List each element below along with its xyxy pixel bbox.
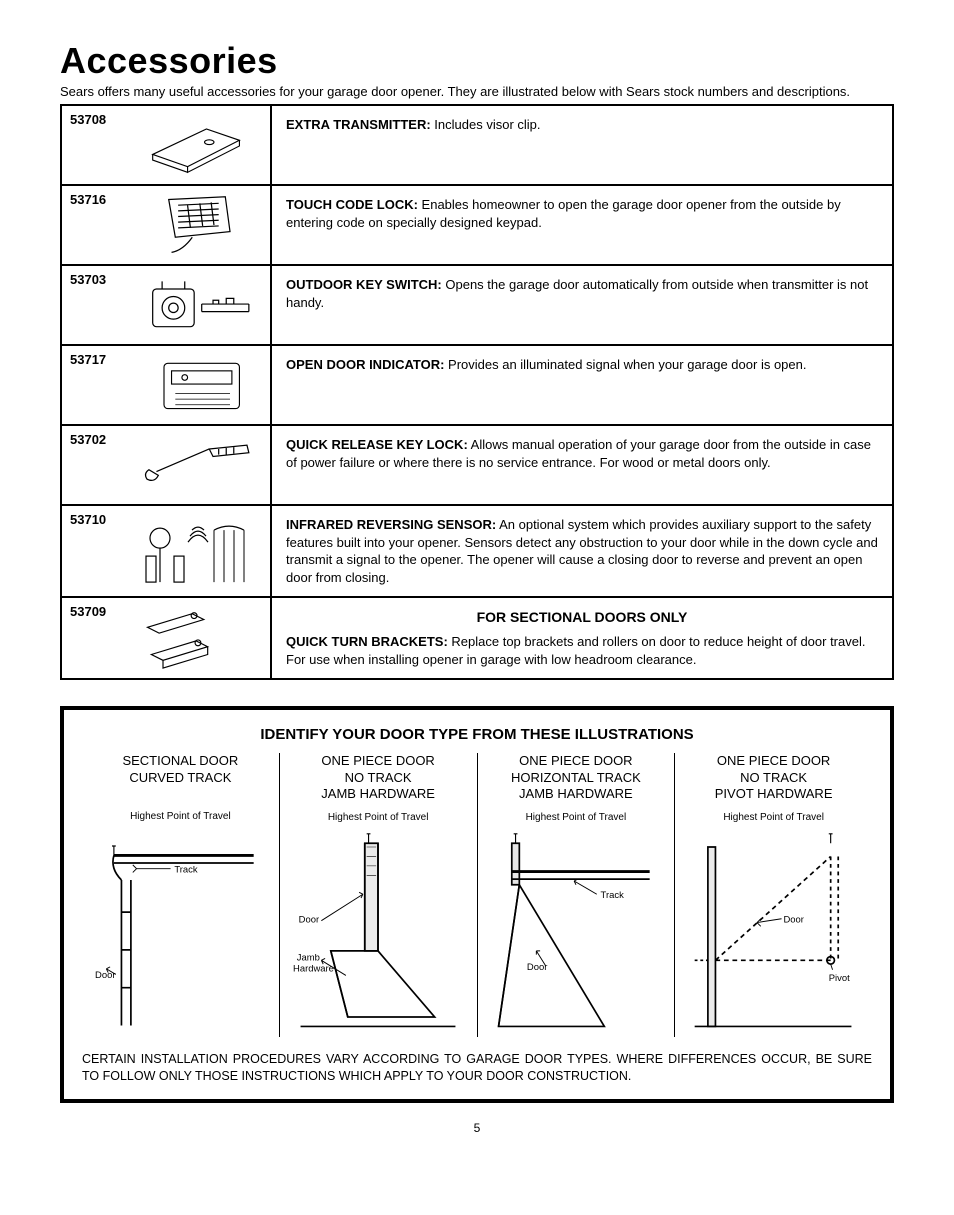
desc-cell: QUICK RELEASE KEY LOCK: Allows manual op… [272,426,892,504]
desc-bold: OPEN DOOR INDICATOR: [286,357,444,372]
desc-cell: EXTRA TRANSMITTER: Includes visor clip. [272,106,892,184]
highest-point-label: Highest Point of Travel [328,812,429,823]
stock-cell: 53709 [62,598,272,678]
desc-cell: TOUCH CODE LOCK: Enables homeowner to op… [272,186,892,264]
desc-text: Includes visor clip. [431,117,541,132]
accessories-table: 53708 EXTRA TRANSMITTER: Includes visor … [60,104,894,680]
door-col-line: JAMB HARDWARE [321,786,435,801]
table-row: 53709 FOR SECTIONAL DOORS ONLY QUICK TUR… [62,596,892,678]
highest-point-label: Highest Point of Travel [526,812,627,823]
table-row: 53702 QUICK RELEASE KEY LOCK: Allows man… [62,424,892,504]
door-col-onepiece-pivot: ONE PIECE DOOR NO TRACK PIVOT HARDWARE H… [675,753,872,1037]
table-row: 53710 INFRARED REVERSING SENSOR: An opt [62,504,892,596]
door-label: Door [783,915,803,926]
stock-cell: 53717 [62,346,272,424]
door-col-line: ONE PIECE DOOR [519,753,632,768]
highest-point-label: Highest Point of Travel [723,812,824,823]
door-type-panel: IDENTIFY YOUR DOOR TYPE FROM THESE ILLUS… [60,706,894,1103]
highest-point-label: Highest Point of Travel [130,811,231,822]
door-col-line: NO TRACK [345,770,412,785]
release-lock-icon [132,432,262,498]
page-number: 5 [60,1121,894,1135]
table-row: 53703 OUTDOOR KEY SWITCH: Opens the gara… [62,264,892,344]
desc-bold: INFRARED REVERSING SENSOR: [286,517,496,532]
onepiece-jamb-diagram-icon: Door Jamb Hardware [293,827,463,1037]
door-note: CERTAIN INSTALLATION PROCEDURES VARY ACC… [82,1051,872,1085]
pivot-label: Pivot [828,973,849,984]
stock-cell: 53716 [62,186,272,264]
keypad-icon [132,192,262,258]
door-col-title: ONE PIECE DOOR HORIZONTAL TRACK JAMB HAR… [511,753,641,802]
table-row: 53708 EXTRA TRANSMITTER: Includes visor … [62,106,892,184]
desc-bold: OUTDOOR KEY SWITCH: [286,277,442,292]
desc-bold: QUICK RELEASE KEY LOCK: [286,437,468,452]
sectional-diagram-icon: Track Door [95,826,265,1036]
hardware-label: Hardware [293,964,334,975]
desc-bold: QUICK TURN BRACKETS: [286,634,448,649]
desc-cell: INFRARED REVERSING SENSOR: An optional s… [272,506,892,596]
door-col-onepiece-jamb: ONE PIECE DOOR NO TRACK JAMB HARDWARE Hi… [280,753,478,1037]
stock-cell: 53708 [62,106,272,184]
stock-cell: 53710 [62,506,272,596]
door-col-line: JAMB HARDWARE [519,786,633,801]
door-col-title: ONE PIECE DOOR NO TRACK PIVOT HARDWARE [715,753,833,802]
desc-cell: FOR SECTIONAL DOORS ONLY QUICK TURN BRAC… [272,598,892,678]
door-col-line: NO TRACK [740,770,807,785]
door-panel-title: IDENTIFY YOUR DOOR TYPE FROM THESE ILLUS… [82,726,872,743]
brackets-icon [132,604,262,672]
door-col-line: ONE PIECE DOOR [717,753,830,768]
jamb-label: Jamb [297,953,320,964]
door-col-title: SECTIONAL DOOR CURVED TRACK [122,753,238,801]
onepiece-pivot-diagram-icon: Door Pivot [689,827,859,1037]
door-grid: SECTIONAL DOOR CURVED TRACK Highest Poin… [82,753,872,1037]
door-col-line: SECTIONAL DOOR [122,753,238,768]
desc-bold: EXTRA TRANSMITTER: [286,117,431,132]
section-header: FOR SECTIONAL DOORS ONLY [286,608,878,627]
intro-text: Sears offers many useful accessories for… [60,84,894,100]
track-label: Track [175,865,199,876]
stock-cell: 53703 [62,266,272,344]
door-col-line: PIVOT HARDWARE [715,786,833,801]
door-col-title: ONE PIECE DOOR NO TRACK JAMB HARDWARE [321,753,435,802]
table-row: 53716 TOUCH CODE LOCK: Enables homeowner… [62,184,892,264]
transmitter-icon [132,112,262,178]
door-col-line: HORIZONTAL TRACK [511,770,641,785]
page-title: Accessories [60,40,894,82]
stock-cell: 53702 [62,426,272,504]
desc-text: Provides an illuminated signal when your… [444,357,806,372]
table-row: 53717 OPEN DOOR INDICATOR: Provides an i… [62,344,892,424]
door-col-line: CURVED TRACK [129,770,231,785]
desc-cell: OPEN DOOR INDICATOR: Provides an illumin… [272,346,892,424]
desc-cell: OUTDOOR KEY SWITCH: Opens the garage doo… [272,266,892,344]
sensor-icon [132,512,262,590]
indicator-icon [132,352,262,418]
onepiece-htrack-diagram-icon: Track Door [491,827,661,1037]
door-col-onepiece-htrack: ONE PIECE DOOR HORIZONTAL TRACK JAMB HAR… [478,753,676,1037]
door-col-sectional: SECTIONAL DOOR CURVED TRACK Highest Poin… [82,753,280,1037]
door-col-line: ONE PIECE DOOR [321,753,434,768]
door-label: Door [299,915,319,926]
keyswitch-icon [132,272,262,338]
desc-bold: TOUCH CODE LOCK: [286,197,418,212]
track-label: Track [600,890,624,901]
